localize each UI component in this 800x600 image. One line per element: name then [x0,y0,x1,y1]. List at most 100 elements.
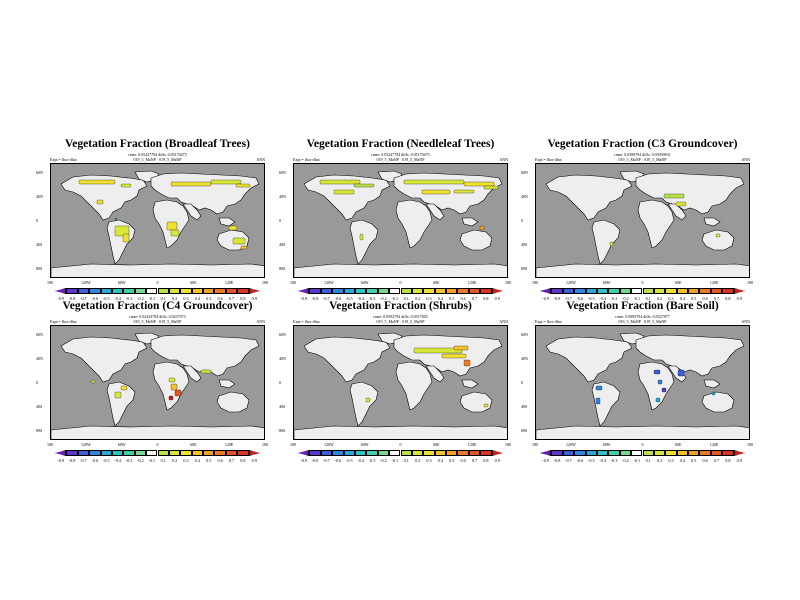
colorbar-tick-label: -0.9 [542,296,550,301]
colorbar-swatch [653,288,666,294]
colorbar-swatch [551,450,563,456]
colorbar-tick-label: 0.6 [217,458,223,463]
colorbar-swatch [722,288,734,294]
lat-tick-label: 80S [279,266,286,271]
panel-season-label: ANN [256,157,265,162]
data-cell [715,233,721,238]
lon-tick-label: 120E [709,442,719,447]
colorbar-swatch [366,288,378,294]
colorbar-tick-label: 0.1 [403,458,409,463]
land-mass [395,361,433,411]
colorbar [540,288,745,294]
colorbar-swatch [123,450,135,456]
colorbar-tick-label: -0.4 [357,296,364,301]
data-cell [711,391,716,396]
colorbar-swatch [366,450,378,456]
colorbar-swatch [596,450,609,456]
colorbar-tick-label: 0.8 [725,296,731,301]
colorbar-swatch [134,450,147,456]
land-mass [545,174,633,221]
panel-experiment: 019_5_MaNP · 019_5_MaNP [133,319,182,324]
land-mass [461,379,479,389]
panel-title: Vegetation Fraction (Broadleaf Trees) [65,138,250,150]
data-cell [483,403,489,408]
world-map [293,163,508,278]
panel-broadleaf-trees: Vegetation Fraction (Broadleaf Trees) rm… [36,138,268,308]
colorbar-swatch [66,288,78,294]
colorbar-tick-label: 0.2 [171,458,178,463]
lon-tick-label: 120E [224,442,234,447]
colorbar-tick-label: -0.7 [80,458,87,463]
land-mass [218,379,236,389]
lon-tick-label: 180 [262,280,268,285]
colorbar-tick-label: 0.5 [691,296,697,301]
colorbar-swatch [377,288,390,294]
colorbar-swatch [665,288,677,294]
colorbar-tick-label: -0.3 [610,458,618,463]
colorbar-swatch [411,450,424,456]
colorbar-tick-label: -0.6 [91,296,99,301]
lon-tick-label: 120W [80,280,91,285]
panel-expt-label: Expt = flux-dlux [50,319,77,324]
data-cell [661,387,667,393]
colorbar-tick-label: -0.9 [542,458,550,463]
colorbar-swatch [168,450,181,456]
colorbar-swatch [480,450,492,456]
colorbar-swatch [562,450,575,456]
colorbar-tick-label: -0.5 [345,458,353,463]
panel-meta: rmse: 0.0398794 diffs: 0.03939631 019_5_… [535,152,750,162]
colorbar-tick-label: -0.1 [391,458,399,463]
map-canvas [536,170,749,277]
colorbar-swatch [446,288,458,294]
data-cell [114,225,130,237]
colorbar-swatch [237,288,249,294]
panel-experiment: 019_5_MaNP · 019_5_MaNP [376,319,425,324]
colorbar-tick-label: -0.6 [576,458,584,463]
colorbar-swatch [320,288,333,294]
data-cell [463,181,495,187]
colorbar-tick-label: -0.3 [368,458,376,463]
lon-tick-label: 180 [262,442,268,447]
lon-tick-label: 180 [47,442,53,447]
data-cell [174,389,182,397]
colorbar-swatch [480,288,492,294]
lon-tick-label: 0 [156,442,159,447]
colorbar-swatch [400,288,412,294]
lat-tick-label: 40N [521,194,528,199]
data-cell [479,225,485,231]
lon-tick-label: 60E [190,442,197,447]
colorbar-tick-label: -0.6 [91,458,99,463]
data-cell [166,221,178,231]
lon-tick-label: 180 [747,280,753,285]
panel-stats: rmse: 0.05247794 diffs: 0.05170475 [371,152,430,157]
land-mass [303,336,391,383]
colorbar-tick-label: 0.7 [713,458,720,463]
colorbar-tick-label: -0.2 [380,296,387,301]
colorbar-tick-label: -0.3 [125,458,133,463]
lon-tick-label: 60E [675,280,682,285]
lon-tick-label: 120W [565,280,576,285]
colorbar-labels: -0.9 -0.8 -0.7 -0.6 -0.5 -0.4 -0.3 -0.2 -0.1 0.1 0… [540,458,745,464]
colorbar-swatch [157,450,169,456]
land-mass [667,365,687,383]
land-mass [591,381,621,427]
lon-tick-label: 60E [190,280,197,285]
panel-bare-soil: Vegetation Fraction (Bare Soil) rmse: 0.… [521,300,753,470]
land-mass [459,391,493,413]
colorbar-swatch [400,450,412,456]
data-cell [655,397,661,403]
lat-tick-label: 60N [36,170,43,175]
land-mass [51,425,264,439]
panel-expt-label: Expt = flux-dlux [535,157,562,162]
colorbar-tick-label: 0.4 [194,296,200,301]
colorbar-tick-label: -0.5 [345,296,353,301]
colorbar-tick-label: 0.3 [426,458,432,463]
colorbar-swatch [89,288,101,294]
map-canvas [294,332,507,439]
colorbar-swatch [423,450,435,456]
colorbar-tick-label: 0.1 [160,296,166,301]
land-mass [591,219,621,265]
lat-tick-label: 40N [279,356,286,361]
colorbar-swatch [225,288,238,294]
colorbar-tick-label: -0.7 [323,458,330,463]
